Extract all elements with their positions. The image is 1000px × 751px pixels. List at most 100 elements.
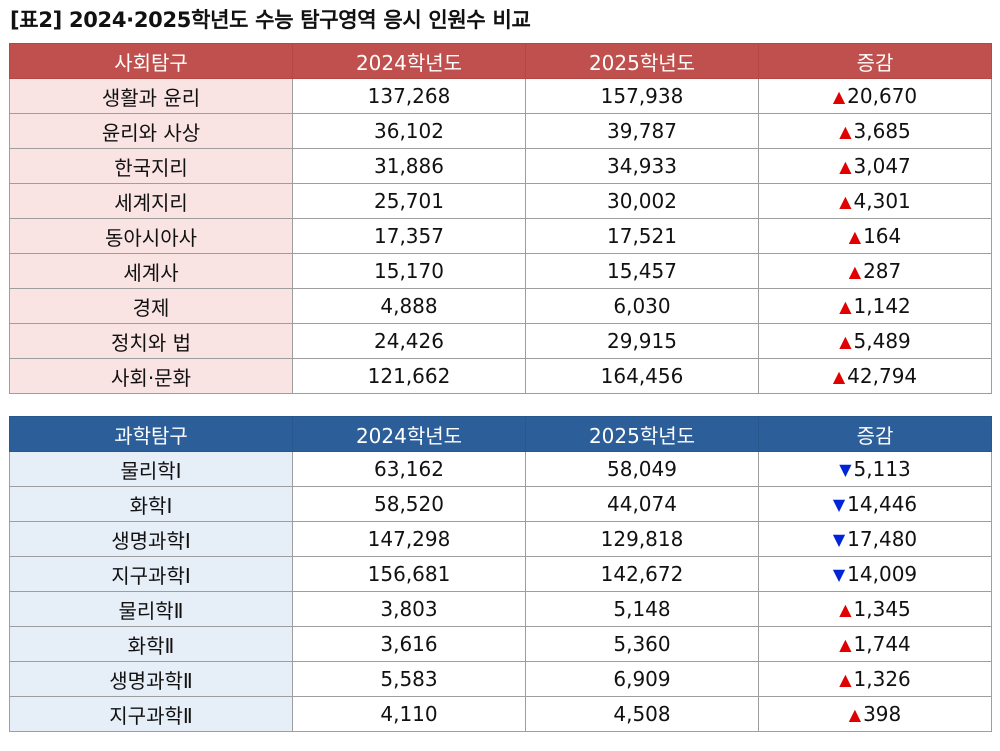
value-2024-cell: 4,110 <box>292 696 526 732</box>
change-value: 1,142 <box>853 294 911 318</box>
triangle-up-icon: ▲ <box>832 367 846 386</box>
change-value: 20,670 <box>847 84 918 108</box>
table-row: 동아시아사 17,357 17,521 ▲ 164 <box>9 218 992 254</box>
subject-cell: 지구과학Ⅰ <box>9 556 293 592</box>
value-2024-cell: 31,886 <box>292 148 526 184</box>
table-row: 지구과학Ⅱ 4,110 4,508 ▲ 398 <box>9 696 992 732</box>
value-2024-cell: 121,662 <box>292 358 526 394</box>
value-2025-cell: 5,148 <box>525 591 759 627</box>
triangle-up-icon: ▲ <box>839 122 852 141</box>
value-2024-cell: 36,102 <box>292 113 526 149</box>
change-value: 287 <box>863 259 902 283</box>
change-value: 1,744 <box>853 632 911 656</box>
table-row: 윤리와 사상 36,102 39,787 ▲ 3,685 <box>9 113 992 149</box>
value-2024-cell: 63,162 <box>292 451 526 487</box>
science-table: 과학탐구 2024학년도 2025학년도 증감 물리학Ⅰ 63,162 58,049… <box>9 416 992 732</box>
change-cell: ▲ 398 <box>758 696 992 732</box>
value-2025-cell: 129,818 <box>525 521 759 557</box>
change-cell: ▲ 3,047 <box>758 148 992 184</box>
header-change: 증감 <box>758 416 992 452</box>
subject-cell: 세계지리 <box>9 183 293 219</box>
triangle-up-icon: ▲ <box>832 87 846 106</box>
subject-cell: 화학Ⅱ <box>9 626 293 662</box>
subject-cell: 한국지리 <box>9 148 293 184</box>
change-value: 14,446 <box>847 492 918 516</box>
subject-cell: 물리학Ⅱ <box>9 591 293 627</box>
subject-cell: 물리학Ⅰ <box>9 451 293 487</box>
table-row: 물리학Ⅱ 3,803 5,148 ▲ 1,345 <box>9 591 992 627</box>
subject-cell: 윤리와 사상 <box>9 113 293 149</box>
value-2025-cell: 39,787 <box>525 113 759 149</box>
value-2024-cell: 5,583 <box>292 661 526 697</box>
value-2025-cell: 6,030 <box>525 288 759 324</box>
change-value: 42,794 <box>847 364 918 388</box>
header-subject: 사회탐구 <box>9 43 293 79</box>
table-row: 생명과학Ⅱ 5,583 6,909 ▲ 1,326 <box>9 661 992 697</box>
change-cell: ▲ 20,670 <box>758 78 992 114</box>
value-2024-cell: 156,681 <box>292 556 526 592</box>
value-2025-cell: 5,360 <box>525 626 759 662</box>
value-2024-cell: 58,520 <box>292 486 526 522</box>
subject-cell: 세계사 <box>9 253 293 289</box>
subject-cell: 생명과학Ⅰ <box>9 521 293 557</box>
table-row: 세계사 15,170 15,457 ▲ 287 <box>9 253 992 289</box>
change-cell: ▲ 5,489 <box>758 323 992 359</box>
value-2025-cell: 44,074 <box>525 486 759 522</box>
value-2024-cell: 137,268 <box>292 78 526 114</box>
table-header-row: 사회탐구 2024학년도 2025학년도 증감 <box>9 43 992 79</box>
change-value: 1,345 <box>853 597 911 621</box>
change-cell: ▲ 42,794 <box>758 358 992 394</box>
change-value: 17,480 <box>847 527 918 551</box>
header-2024: 2024학년도 <box>292 416 526 452</box>
value-2025-cell: 30,002 <box>525 183 759 219</box>
table-row: 정치와 법 24,426 29,915 ▲ 5,489 <box>9 323 992 359</box>
change-cell: ▼ 14,009 <box>758 556 992 592</box>
header-2024: 2024학년도 <box>292 43 526 79</box>
table-row: 물리학Ⅰ 63,162 58,049 ▼ 5,113 <box>9 451 992 487</box>
table-row: 지구과학Ⅰ 156,681 142,672 ▼ 14,009 <box>9 556 992 592</box>
subject-cell: 경제 <box>9 288 293 324</box>
change-cell: ▲ 3,685 <box>758 113 992 149</box>
value-2024-cell: 147,298 <box>292 521 526 557</box>
triangle-up-icon: ▲ <box>839 635 852 654</box>
table-row: 화학Ⅰ 58,520 44,074 ▼ 14,446 <box>9 486 992 522</box>
social-studies-table: 사회탐구 2024학년도 2025학년도 증감 생활과 윤리 137,268 157… <box>9 43 992 394</box>
change-value: 5,489 <box>853 329 911 353</box>
table-row: 세계지리 25,701 30,002 ▲ 4,301 <box>9 183 992 219</box>
triangle-up-icon: ▲ <box>839 670 852 689</box>
triangle-up-icon: ▲ <box>839 157 852 176</box>
value-2024-cell: 4,888 <box>292 288 526 324</box>
value-2025-cell: 4,508 <box>525 696 759 732</box>
value-2024-cell: 17,357 <box>292 218 526 254</box>
value-2024-cell: 15,170 <box>292 253 526 289</box>
change-value: 5,113 <box>853 457 911 481</box>
change-cell: ▲ 164 <box>758 218 992 254</box>
triangle-up-icon: ▲ <box>848 227 862 246</box>
change-value: 3,685 <box>853 119 911 143</box>
change-value: 3,047 <box>853 154 911 178</box>
table-row: 한국지리 31,886 34,933 ▲ 3,047 <box>9 148 992 184</box>
header-subject: 과학탐구 <box>9 416 293 452</box>
subject-cell: 생명과학Ⅱ <box>9 661 293 697</box>
table-row: 생활과 윤리 137,268 157,938 ▲ 20,670 <box>9 78 992 114</box>
value-2025-cell: 157,938 <box>525 78 759 114</box>
change-cell: ▲ 1,142 <box>758 288 992 324</box>
value-2025-cell: 29,915 <box>525 323 759 359</box>
subject-cell: 생활과 윤리 <box>9 78 293 114</box>
value-2025-cell: 15,457 <box>525 253 759 289</box>
header-2025: 2025학년도 <box>525 416 759 452</box>
triangle-down-icon: ▼ <box>832 565 846 584</box>
header-change: 증감 <box>758 43 992 79</box>
triangle-up-icon: ▲ <box>848 705 862 724</box>
value-2025-cell: 164,456 <box>525 358 759 394</box>
change-value: 1,326 <box>853 667 911 691</box>
change-value: 14,009 <box>847 562 918 586</box>
triangle-up-icon: ▲ <box>839 297 852 316</box>
subject-cell: 사회·문화 <box>9 358 293 394</box>
triangle-up-icon: ▲ <box>839 332 852 351</box>
change-cell: ▼ 17,480 <box>758 521 992 557</box>
change-value: 4,301 <box>853 189 911 213</box>
subject-cell: 화학Ⅰ <box>9 486 293 522</box>
subject-cell: 동아시아사 <box>9 218 293 254</box>
change-cell: ▲ 1,326 <box>758 661 992 697</box>
